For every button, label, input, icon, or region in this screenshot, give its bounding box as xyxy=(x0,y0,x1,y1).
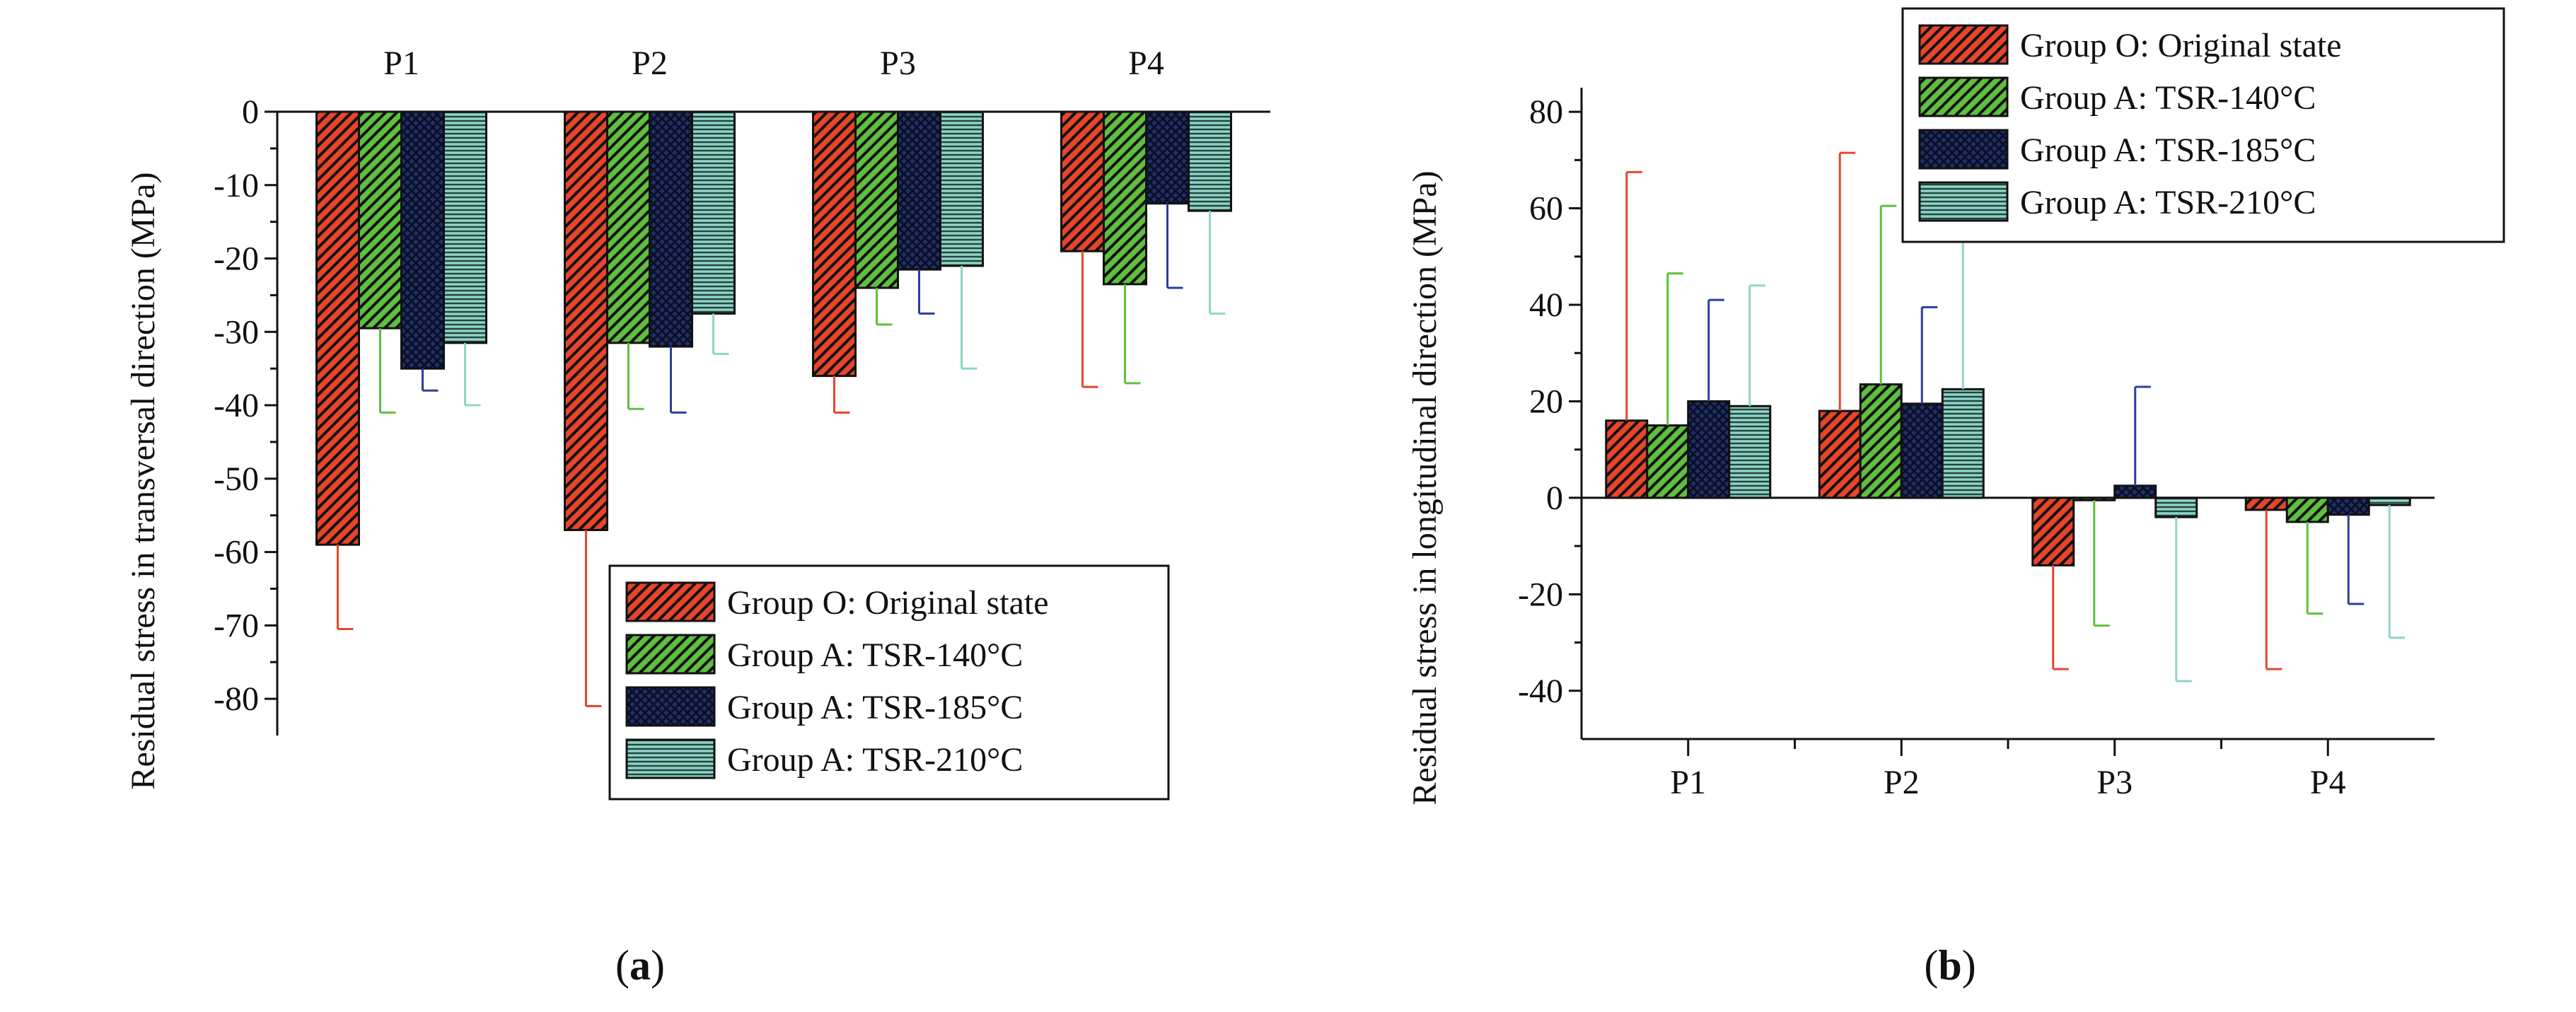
bar-p1-series-1 xyxy=(1605,419,1649,499)
legend-label-4: Group A: TSR-210°C xyxy=(2020,184,2316,221)
chart-b: 80 60 40 20 0 -20 -40 P1 P2 P3 P4 Residual stress… xyxy=(1406,7,2505,805)
legend-label-2: Group A: TSR-140°C xyxy=(2020,79,2316,117)
bar-p3-series-1 xyxy=(2031,496,2075,566)
y-tick-label: -70 xyxy=(214,607,259,644)
y-tick-label: 20 xyxy=(1529,383,1563,420)
y-tick-label: 60 xyxy=(1529,190,1563,228)
bar-p4-series-4 xyxy=(2367,496,2411,506)
bar-p4-series-1 xyxy=(1060,110,1105,252)
bar-p4-series-3 xyxy=(1145,110,1190,205)
panel-label-b: (b) xyxy=(1924,942,1975,989)
legend-swatch-3 xyxy=(1918,129,2009,170)
bar-p4-series-2 xyxy=(1103,110,1147,286)
bar-p1-series-3 xyxy=(1687,400,1731,499)
bar-p2-series-1 xyxy=(1818,409,1862,499)
y-tick-label: -30 xyxy=(214,313,259,351)
bar-p3-series-4 xyxy=(2154,496,2198,518)
y-tick-label: -60 xyxy=(214,534,259,571)
bar-p2-series-3 xyxy=(649,110,693,348)
bar-p2-series-2 xyxy=(606,110,651,344)
legend-swatch-1 xyxy=(625,581,716,622)
chart-b-bars xyxy=(1605,383,2411,566)
y-tick-label: 40 xyxy=(1529,286,1563,324)
bar-p3-series-3 xyxy=(897,110,941,271)
panel-label-a: (a) xyxy=(615,942,665,989)
category-label-p3: P3 xyxy=(2096,764,2133,801)
category-label-p1: P1 xyxy=(383,45,419,82)
legend-swatch-3 xyxy=(625,686,716,727)
y-tick-label: -10 xyxy=(214,167,259,204)
legend-swatch-1 xyxy=(1918,24,2009,65)
chart-a: 0 -10 -20 -30 -40 -50 -60 -70 -80 P1 P2 P3 P4 Resid… xyxy=(124,45,1270,801)
chart-a-y-axis-label: Residual stress in transversal direction… xyxy=(124,172,162,789)
bar-p2-series-3 xyxy=(1900,402,1944,499)
y-tick-label: -50 xyxy=(214,460,259,498)
bar-p3-series-2 xyxy=(2072,496,2116,501)
bar-p1-series-4 xyxy=(1728,405,1772,499)
bar-p1-series-4 xyxy=(443,110,487,344)
chart-b-y-axis-label: Residual stress in longitudinal directio… xyxy=(1406,170,1444,805)
y-tick-label: -20 xyxy=(1518,576,1563,613)
legend-label-4: Group A: TSR-210°C xyxy=(727,741,1023,779)
chart-a-y-axis: 0 -10 -20 -30 -40 -50 -60 -70 -80 xyxy=(214,93,1270,735)
bar-p1-series-3 xyxy=(400,110,445,370)
y-tick-label: 0 xyxy=(242,93,259,131)
bar-p1-series-2 xyxy=(1646,424,1690,499)
bar-p2-series-4 xyxy=(691,110,736,315)
y-tick-label: -40 xyxy=(214,387,259,424)
bar-p2-series-2 xyxy=(1859,383,1903,499)
category-label-p2: P2 xyxy=(632,45,668,82)
bar-p1-series-2 xyxy=(358,110,402,330)
bar-p2-series-4 xyxy=(1941,388,1985,499)
y-tick-label: -80 xyxy=(214,680,259,718)
bar-p4-series-2 xyxy=(2285,496,2329,523)
chart-b-category-labels: P1 P2 P3 P4 xyxy=(1670,739,2346,801)
y-tick-label: 0 xyxy=(1546,479,1563,517)
bar-p2-series-1 xyxy=(564,110,608,531)
bar-p4-series-4 xyxy=(1188,110,1232,212)
category-label-p4: P4 xyxy=(2310,764,2346,801)
chart-a-bars xyxy=(315,110,1232,546)
category-label-p1: P1 xyxy=(1670,764,1706,801)
category-label-p2: P2 xyxy=(1884,764,1920,801)
bar-p3-series-3 xyxy=(2113,484,2157,499)
chart-b-legend: Group O: Original state Group A: TSR-140°… xyxy=(1901,7,2505,243)
legend-swatch-4 xyxy=(1918,181,2009,222)
legend-label-3: Group A: TSR-185°C xyxy=(2020,132,2316,169)
y-tick-label: -20 xyxy=(214,240,259,278)
legend-label-1: Group O: Original state xyxy=(727,584,1049,622)
chart-a-category-labels: P1 P2 P3 P4 xyxy=(383,45,1164,82)
category-label-p4: P4 xyxy=(1128,45,1164,82)
legend-label-1: Group O: Original state xyxy=(2020,27,2342,64)
y-tick-label: -40 xyxy=(1518,673,1563,710)
bar-p4-series-1 xyxy=(2244,496,2288,511)
bar-p3-series-2 xyxy=(854,110,899,289)
bar-p1-series-1 xyxy=(315,110,360,546)
legend-swatch-2 xyxy=(1918,76,2009,117)
chart-a-legend: Group O: Original state Group A: TSR-140°… xyxy=(608,564,1170,801)
legend-swatch-2 xyxy=(625,634,716,675)
legend-label-2: Group A: TSR-140°C xyxy=(727,636,1023,674)
category-label-p3: P3 xyxy=(880,45,916,82)
legend-label-3: Group A: TSR-185°C xyxy=(727,689,1023,726)
chart-a-error-bars xyxy=(337,203,1226,707)
bar-p4-series-3 xyxy=(2326,496,2370,516)
y-tick-label: 80 xyxy=(1529,93,1563,131)
chart-b-error-bars xyxy=(1625,151,2406,682)
legend-swatch-4 xyxy=(625,738,716,779)
bar-p3-series-1 xyxy=(812,110,857,378)
bar-p3-series-4 xyxy=(939,110,984,267)
